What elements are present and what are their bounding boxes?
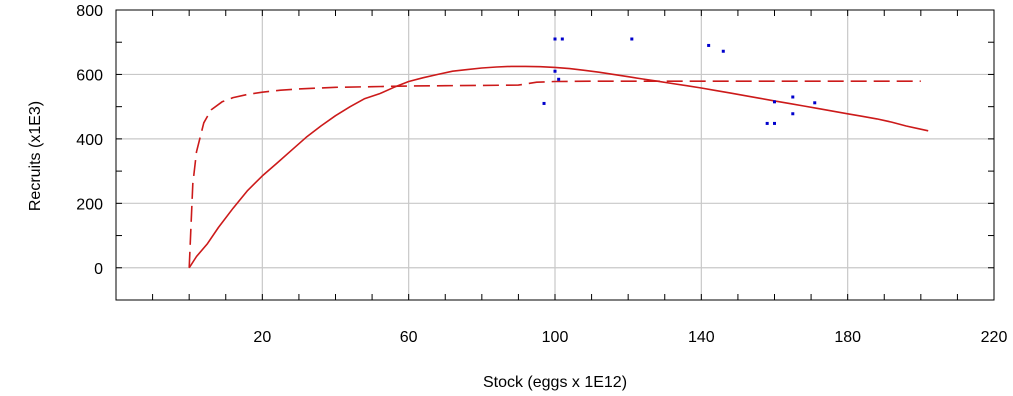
observation-points [542,37,817,125]
y-tick-label: 0 [94,261,103,278]
x-tick-label: 220 [981,329,1008,346]
y-axis-title: Recruits (x1E3) [27,101,44,211]
y-tick-label: 400 [76,132,103,149]
x-tick-label: 20 [253,329,271,346]
observation-point [791,112,795,116]
curves [188,65,929,269]
observation-point [765,121,769,125]
x-tick-label: 100 [542,329,569,346]
x-tick-label: 60 [400,329,418,346]
observation-point [560,37,564,41]
grid [116,10,994,300]
y-tick-label: 600 [76,67,103,84]
x-tick-label: 180 [834,329,861,346]
y-tick-label: 800 [76,3,103,20]
observation-point [553,69,557,73]
solid-curve [188,65,929,269]
observation-point [773,100,776,104]
x-tick-label: 140 [688,329,715,346]
observation-point [553,37,557,41]
observation-point [773,121,776,125]
observation-point [557,77,561,81]
observation-point [791,95,795,99]
y-tick-label: 200 [76,196,103,213]
observation-point [630,37,634,41]
observation-point [542,101,546,105]
observation-point [707,43,711,47]
axis-ticks [116,10,994,300]
dashed-curve [188,80,921,268]
x-tick-labels: 20 60 100 140 180 220 [253,329,1007,346]
y-tick-labels: 0 200 400 600 800 [76,3,103,278]
observation-point [721,49,725,53]
x-axis-title: Stock (eggs x 1E12) [483,374,627,391]
observation-point [813,101,817,105]
